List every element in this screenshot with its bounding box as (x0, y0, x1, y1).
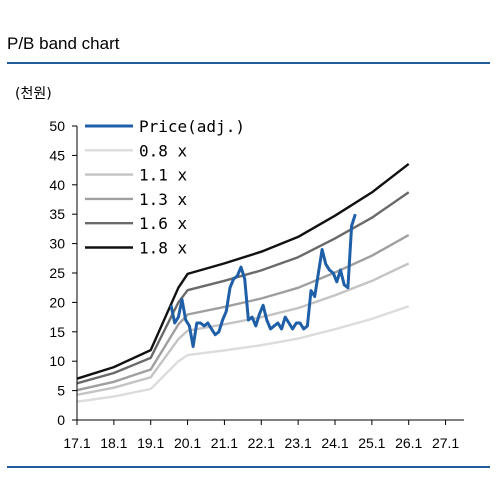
x-tick-label: 25.1 (358, 435, 385, 451)
y-tick-label: 20 (49, 294, 65, 310)
x-tick-label: 21.1 (211, 435, 238, 451)
y-tick-label: 25 (49, 265, 65, 281)
legend-label-1-1-x: 1.1 x (139, 166, 188, 185)
x-tick-label: 20.1 (174, 435, 201, 451)
band-line-0-8-x (76, 305, 410, 403)
x-tick-label: 19.1 (137, 435, 164, 451)
price-line-layer (169, 213, 357, 348)
top-rule (7, 62, 490, 64)
y-tick-label: 0 (57, 412, 65, 428)
band-lines-layer (76, 162, 410, 403)
x-tick-label: 24.1 (321, 435, 348, 451)
price-line (169, 213, 357, 348)
x-tick-label: 18.1 (100, 435, 127, 451)
bottom-rule (7, 466, 490, 468)
chart-title: P/B band chart (7, 34, 120, 53)
band-line-1-6-x (76, 191, 410, 385)
legend-label-1-8-x: 1.8 x (139, 239, 188, 258)
band-line-1-3-x (76, 233, 410, 392)
x-tick-label: 23.1 (285, 435, 312, 451)
x-tick-label: 26.1 (395, 435, 422, 451)
legend-label-price-adj: Price(adj.) (139, 117, 245, 136)
y-tick-label: 10 (49, 353, 65, 369)
y-tick-label: 35 (49, 206, 65, 222)
band-line-1-1-x (76, 262, 410, 396)
y-tick-label: 50 (49, 118, 65, 134)
y-tick-label: 45 (49, 147, 65, 163)
legend-layer: Price(adj.) 0.8 x 1.1 x 1.3 x 1.6 x 1.8 x (85, 117, 245, 258)
y-tick-label: 15 (49, 324, 65, 340)
band-line-1-8-x (76, 162, 410, 380)
y-axis-unit-label: (천원) (15, 86, 52, 102)
legend-label-1-6-x: 1.6 x (139, 214, 188, 233)
y-tick-label: 40 (49, 177, 65, 193)
x-tick-label: 22.1 (248, 435, 275, 451)
x-tick-label: 17.1 (63, 435, 90, 451)
x-tick-label: 27.1 (432, 435, 459, 451)
axes-layer: 0 5 10 15 20 25 30 35 40 45 50 17.1 18.1 19.1 20.1 21.1… (49, 118, 464, 451)
legend-label-1-3-x: 1.3 x (139, 190, 188, 209)
y-tick-label: 30 (49, 236, 65, 252)
legend-label-0-8-x: 0.8 x (139, 141, 188, 160)
y-tick-label: 5 (57, 383, 65, 399)
